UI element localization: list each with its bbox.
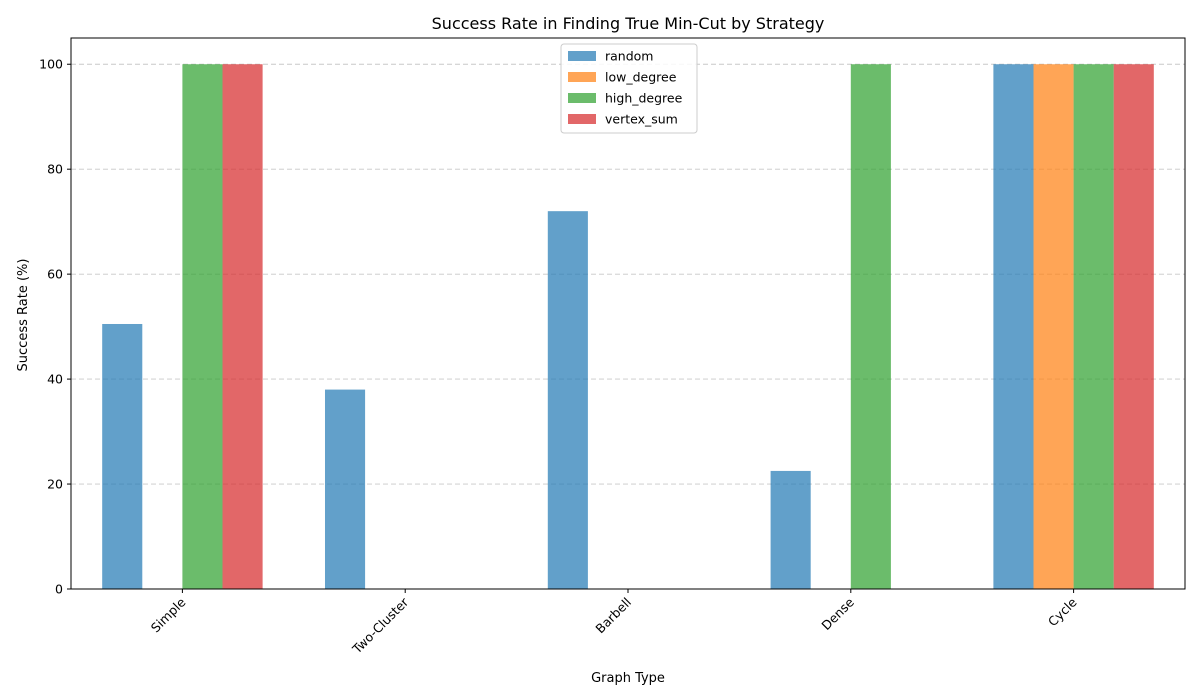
x-tick-label: Simple [148, 594, 189, 635]
y-tick-label: 40 [47, 372, 63, 387]
y-tick-label: 80 [47, 162, 63, 177]
bar-vertex_sum-simple [222, 64, 263, 589]
y-tick-label: 20 [47, 477, 63, 492]
legend-label-low_degree: low_degree [605, 70, 677, 85]
bar-random-simple [102, 323, 143, 589]
bars [102, 64, 1154, 589]
bar-random-barbell [547, 211, 588, 589]
bar-low_degree-cycle [1033, 64, 1074, 589]
legend-swatch-low_degree [568, 72, 596, 82]
bar-high_degree-dense [850, 64, 891, 589]
legend-label-random: random [605, 49, 653, 64]
y-tick-label: 100 [39, 57, 63, 72]
x-tick-label: Barbell [592, 595, 634, 637]
bar-random-cycle [993, 64, 1034, 589]
legend-label-vertex_sum: vertex_sum [605, 112, 678, 127]
bar-random-dense [770, 470, 811, 589]
x-tick-label: Dense [818, 594, 857, 633]
legend-box [560, 43, 698, 134]
x-axis-ticks: Simple Two-Cluster Barbell Dense Cycle [148, 589, 1080, 657]
legend-swatch-vertex_sum [568, 114, 596, 124]
chart-title: Success Rate in Finding True Min-Cut by … [432, 14, 825, 33]
legend-label-high_degree: high_degree [605, 91, 683, 106]
bar-random-two-cluster [324, 389, 366, 589]
y-axis-ticks: 0 20 40 60 80 100 [39, 57, 71, 597]
bar-high_degree-cycle [1073, 64, 1114, 589]
x-tick-label: Cycle [1045, 594, 1080, 629]
bar-vertex_sum-cycle [1113, 64, 1154, 589]
legend: random low_degree high_degree vertex_sum [560, 43, 698, 134]
x-tick-label: Two-Cluster [349, 594, 412, 657]
y-tick-label: 0 [55, 582, 63, 597]
legend-swatch-random [568, 51, 596, 61]
bar-high_degree-simple [182, 64, 223, 589]
legend-swatch-high_degree [568, 93, 596, 103]
y-tick-label: 60 [47, 267, 63, 282]
y-axis-label: Success Rate (%) [16, 259, 31, 372]
x-axis-label: Graph Type [591, 671, 665, 686]
